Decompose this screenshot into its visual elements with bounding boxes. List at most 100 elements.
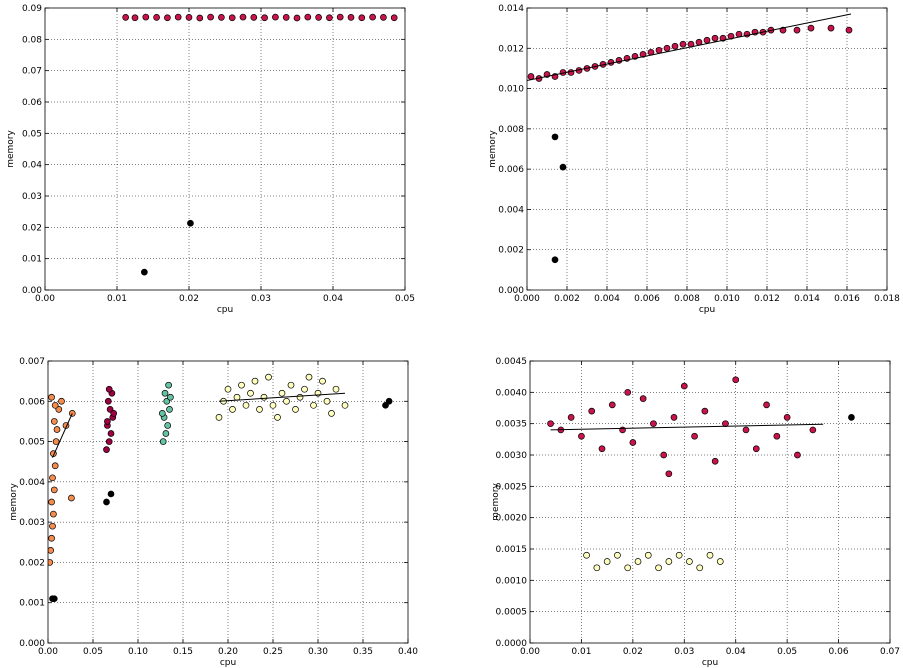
data-point — [187, 219, 194, 227]
y-tick-label: 0.0000 — [496, 639, 528, 649]
x-tick-label: 0.03 — [674, 647, 694, 657]
data-point — [162, 430, 170, 437]
data-point — [272, 13, 279, 21]
x-tick-label: 0.02 — [179, 294, 199, 304]
data-point — [671, 42, 679, 50]
data-point — [624, 388, 632, 396]
data-point — [218, 14, 225, 21]
x-tick-label: 0.008 — [674, 294, 700, 304]
x-tick-label: 0.00 — [35, 294, 55, 304]
y-tick-label: 0.001 — [19, 599, 45, 609]
data-point — [165, 381, 172, 389]
data-point — [675, 551, 683, 559]
y-tick-label: 0.04 — [22, 161, 42, 171]
marks-layer — [527, 13, 853, 264]
x-tick-label: 0.01 — [571, 647, 591, 657]
data-point — [578, 432, 585, 440]
data-point — [296, 393, 304, 401]
x-tick-label: 0.00 — [38, 647, 58, 657]
y-tick-label: 0.014 — [498, 4, 524, 14]
data-point — [185, 14, 193, 21]
data-point — [663, 44, 671, 52]
data-point — [763, 401, 770, 409]
data-point — [196, 14, 204, 22]
data-point — [260, 393, 268, 401]
plot-area — [45, 8, 405, 290]
data-point — [107, 490, 115, 498]
data-point — [50, 510, 57, 518]
plot-area — [527, 8, 887, 290]
data-point — [153, 14, 160, 21]
data-point — [293, 14, 301, 22]
plot-frame — [529, 360, 891, 644]
data-point — [274, 414, 281, 421]
data-point — [686, 558, 693, 565]
data-point — [665, 470, 673, 478]
data-point — [655, 564, 662, 572]
fit-line — [52, 413, 73, 458]
x-tick-label: 0.016 — [834, 294, 860, 304]
data-point — [142, 13, 150, 21]
data-point — [269, 401, 277, 409]
data-point — [793, 26, 801, 34]
x-tick-label: 0.002 — [554, 294, 580, 304]
x-tick-label: 0.40 — [398, 647, 418, 657]
data-point — [251, 377, 259, 385]
data-point — [323, 397, 331, 405]
data-point — [711, 34, 719, 42]
data-point — [265, 373, 272, 381]
x-tick-label: 0.000 — [514, 294, 540, 304]
y-tick-label: 0.004 — [19, 478, 45, 488]
data-point — [711, 457, 719, 465]
y-tick-label: 0.006 — [498, 165, 524, 175]
data-point — [292, 405, 299, 413]
data-point — [215, 414, 223, 421]
data-point — [261, 14, 268, 22]
data-point — [228, 14, 236, 22]
x-tick-label: 0.30 — [308, 647, 328, 657]
y-tick-label: 0.0045 — [496, 357, 528, 367]
y-axis-label: memory — [488, 130, 498, 168]
data-point — [593, 564, 601, 572]
x-tick-label: 0.05 — [83, 647, 103, 657]
y-tick-label: 0.004 — [498, 205, 524, 215]
data-point — [783, 414, 791, 421]
y-tick-label: 0.002 — [19, 558, 45, 568]
data-point — [727, 32, 735, 40]
y-tick-label: 0.0010 — [496, 576, 528, 586]
data-point — [51, 401, 59, 409]
y-tick-label: 0.010 — [498, 85, 524, 95]
data-point — [164, 422, 172, 429]
x-tick-label: 0.018 — [874, 294, 900, 304]
data-point — [547, 420, 554, 428]
data-point — [679, 40, 687, 48]
fit-line — [527, 13, 852, 82]
data-point — [242, 401, 250, 409]
y-tick-label: 0.0040 — [496, 388, 528, 398]
y-tick-label: 0.008 — [498, 125, 524, 135]
data-point — [691, 432, 698, 440]
data-point — [159, 438, 167, 445]
x-tick-label: 0.010 — [714, 294, 740, 304]
x-tick-label: 0.25 — [263, 647, 283, 657]
data-point — [238, 381, 245, 389]
x-tick-label: 0.04 — [726, 647, 746, 657]
data-point — [634, 558, 642, 565]
data-point — [608, 401, 616, 409]
data-point — [104, 397, 112, 405]
data-point — [104, 418, 111, 425]
x-axis-label: cpu — [220, 658, 236, 668]
subplot-top-left: 0.00 0.01 0.02 0.03 0.04 0.05 0.00 0.01 0.02 0.03… — [6, 4, 415, 315]
y-tick-label: 0.09 — [22, 4, 42, 14]
data-point — [301, 385, 308, 393]
data-point — [158, 410, 166, 417]
data-point — [701, 407, 709, 415]
data-point — [614, 551, 621, 559]
y-tick-label: 0.0015 — [496, 545, 528, 555]
data-point — [103, 498, 110, 506]
data-point — [583, 551, 590, 559]
plot-frame — [526, 7, 888, 291]
data-point — [51, 462, 59, 470]
data-point — [703, 36, 711, 44]
x-tick-label: 0.02 — [623, 647, 643, 657]
